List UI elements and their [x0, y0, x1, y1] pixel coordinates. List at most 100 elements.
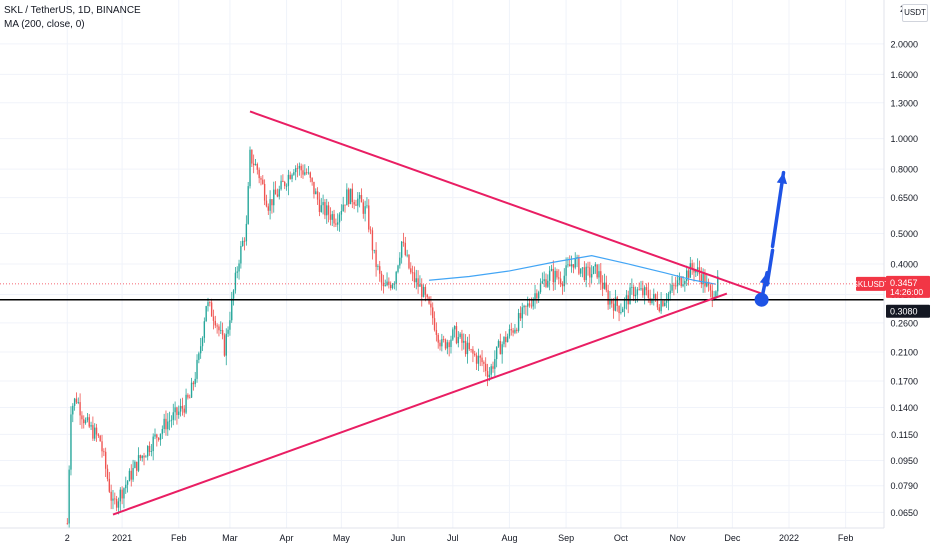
candle-body [114, 498, 116, 500]
candle-body [704, 273, 706, 287]
candle-body [585, 266, 587, 281]
candle-body [654, 294, 657, 300]
candle-body [442, 339, 445, 340]
candle-body [622, 308, 624, 313]
candle-body [488, 374, 491, 377]
currency-button[interactable]: USDT [902, 4, 928, 22]
candle-body [435, 329, 438, 335]
candle-body [486, 371, 489, 377]
candle-body [70, 414, 72, 470]
candle-body [417, 278, 419, 287]
candle-body [517, 312, 520, 331]
candle-body [539, 283, 542, 293]
candle-body [152, 436, 154, 452]
indicator-legend[interactable]: MA (200, close, 0) [4, 19, 85, 30]
candle-body [94, 427, 96, 439]
candle-body [410, 268, 412, 273]
time-tick-label: Aug [501, 533, 517, 543]
candle-body [432, 307, 434, 319]
candle-body [207, 302, 209, 307]
candle-body [411, 272, 414, 274]
candle-body [527, 303, 529, 307]
candle-body [313, 181, 315, 195]
candle-body [81, 415, 83, 420]
candle-body [682, 284, 684, 287]
projection-arrow-stem [765, 248, 775, 287]
candle-body [689, 263, 692, 278]
candle-body [362, 202, 364, 214]
candle-body [614, 297, 617, 311]
time-tick-label: Nov [670, 533, 687, 543]
candle-body [537, 292, 540, 299]
candle-body [284, 182, 286, 186]
candle-body [265, 200, 268, 207]
candle-body [104, 451, 107, 469]
symbol-label: SKLUSDT [853, 280, 890, 289]
candle-body [92, 425, 94, 439]
candle-body [225, 333, 227, 356]
lower-support-trendline [112, 292, 728, 516]
candle-body [587, 266, 589, 268]
candle-body [103, 451, 105, 453]
candle-body [702, 273, 704, 285]
candle-body [638, 289, 640, 291]
last-price-value: 0.3457 [890, 278, 918, 288]
candle-body [199, 346, 202, 354]
price-axis[interactable]: 2.0000 1.6000 1.3000 1.0000 0.8000 0.6500 0.50… [883, 0, 932, 550]
candle-body [669, 290, 671, 294]
candle-body [355, 204, 357, 206]
candle-body [360, 195, 363, 203]
candle-body [479, 355, 481, 358]
candle-body [218, 326, 220, 331]
candle-body [335, 223, 337, 225]
candle-body [161, 428, 164, 434]
candle-body [516, 329, 518, 331]
candle-body [472, 349, 474, 354]
candle-body [601, 282, 604, 289]
candle-body [157, 437, 160, 440]
candle-body [176, 407, 178, 415]
candle-body [422, 286, 425, 297]
time-tick-label: 2 [65, 533, 70, 543]
symbol-title[interactable]: SKL / TetherUS, 1D, BINANCE [4, 5, 141, 16]
candle-body [302, 170, 304, 175]
price-tick-label: 2.0000 [890, 39, 918, 49]
candle-body [453, 326, 456, 330]
candle-body [382, 282, 385, 287]
candle-body [543, 279, 545, 282]
candle-body [139, 455, 142, 459]
candle-body [97, 434, 100, 436]
candle-body [238, 263, 240, 272]
candle-body [128, 470, 131, 482]
candle-body [536, 293, 538, 299]
candle-body [499, 341, 502, 355]
candle-body [73, 398, 76, 406]
candle-body [126, 481, 129, 485]
candle-body [134, 461, 136, 468]
candle-body [470, 349, 472, 350]
candle-body [660, 301, 662, 312]
candle-body [399, 257, 401, 266]
candle-body [567, 264, 569, 266]
candle-body [249, 149, 251, 187]
candle-body [220, 330, 222, 331]
time-tick-label: Oct [614, 533, 629, 543]
price-tick-label: 1.3000 [890, 98, 918, 108]
time-tick-label: Sep [558, 533, 574, 543]
candle-body [532, 299, 534, 307]
time-tick-label: 2021 [112, 533, 132, 543]
price-axis-panel [884, 0, 932, 550]
candle-body [167, 421, 169, 430]
candle-body [148, 445, 151, 452]
candle-body [583, 267, 586, 281]
candle-body [715, 291, 717, 297]
time-axis[interactable]: 2 2021 Feb Mar Apr May Jun Jul Aug Sep Oct Nov Dec 20… [0, 527, 884, 543]
candle-body [110, 491, 112, 501]
time-tick-label: Apr [280, 533, 294, 543]
candle-body [125, 484, 127, 489]
candle-body [634, 294, 637, 297]
candle-body [136, 461, 138, 471]
candle-body [192, 382, 195, 385]
